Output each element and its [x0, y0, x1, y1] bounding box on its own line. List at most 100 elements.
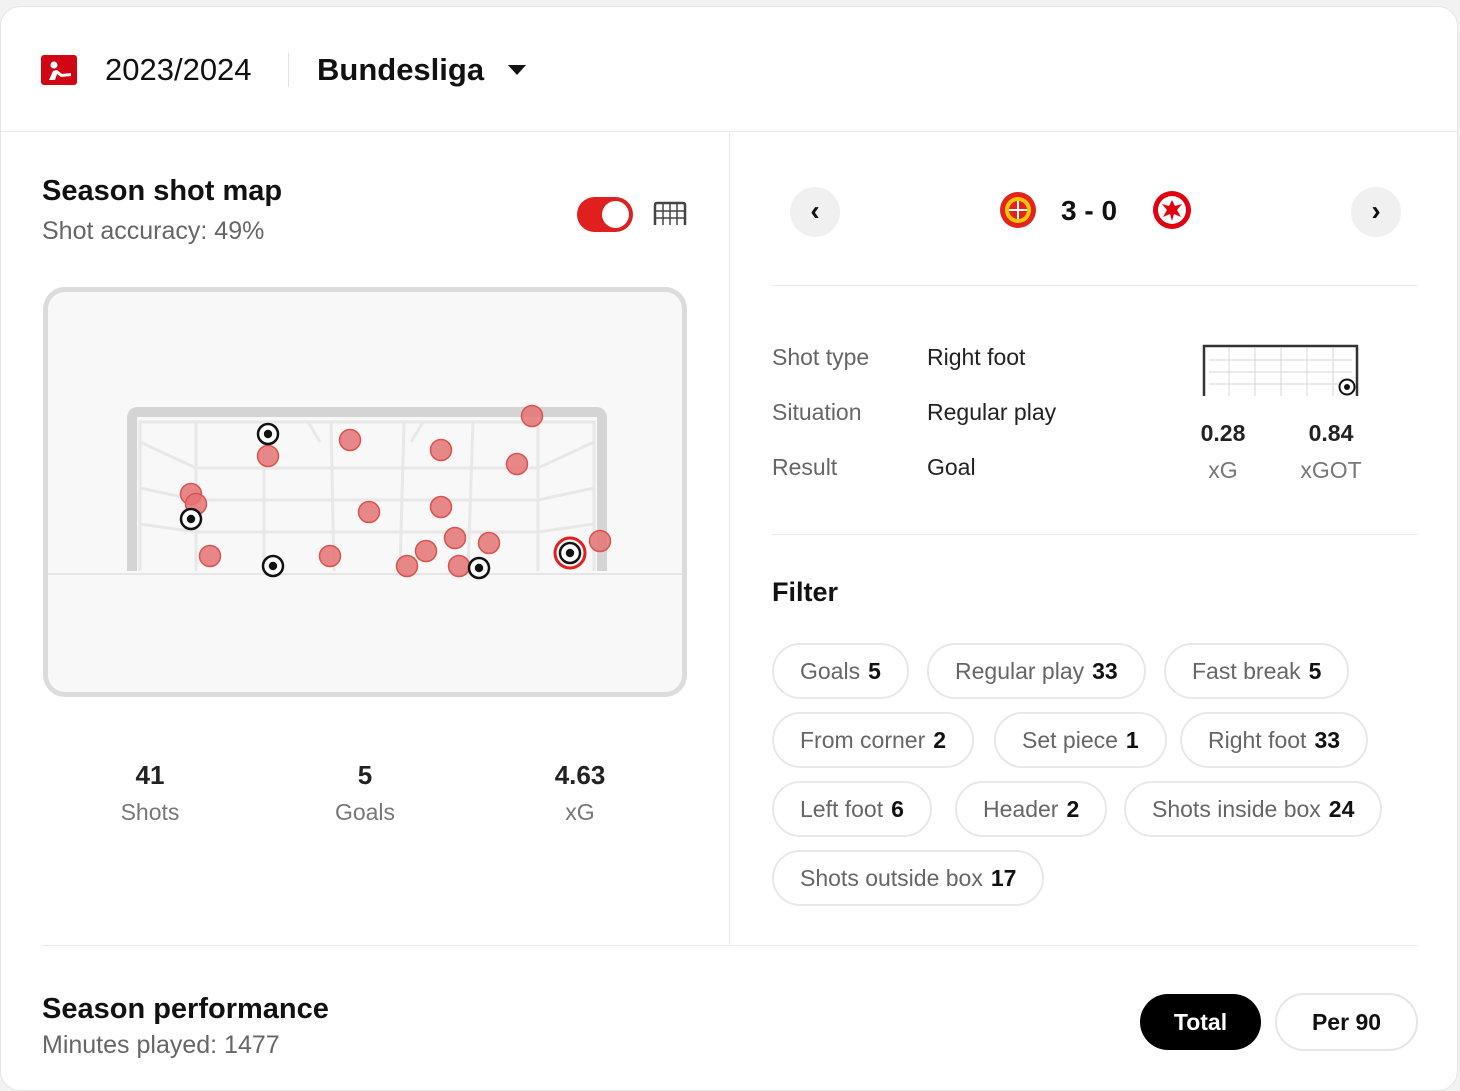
filter-chip-regular-play[interactable]: Regular play 33: [927, 643, 1146, 699]
header-divider: [288, 53, 289, 87]
player-shot-card: 2023/2024 Bundesliga Season shot map Sho…: [0, 6, 1458, 1091]
shot-marker: [520, 404, 544, 428]
shot-type-value: Right foot: [927, 344, 1026, 370]
shot-marker: [395, 554, 419, 578]
chip-label: Right foot: [1208, 727, 1307, 753]
bundesliga-logo-icon: [41, 55, 77, 85]
shot-marker: [429, 495, 453, 519]
shot-marker: [447, 554, 471, 578]
filter-chip-set-piece[interactable]: Set piece 1: [994, 712, 1167, 768]
shot-map-title: Season shot map: [42, 175, 283, 207]
ball-icon: [467, 556, 491, 580]
chip-label: Regular play: [955, 658, 1085, 684]
shot-marker: [338, 428, 362, 452]
filter-title: Filter: [772, 577, 839, 607]
mini-goal-icon: [1202, 344, 1359, 396]
chip-count: 2: [1066, 796, 1080, 822]
chip-label: Set piece: [1022, 727, 1118, 753]
filter-chip-shots-inside-box[interactable]: Shots inside box 24: [1124, 781, 1383, 837]
shot-marker: [414, 539, 438, 563]
ball-icon: [179, 507, 203, 531]
season-label[interactable]: 2023/2024: [105, 52, 252, 87]
stat-label: xG: [565, 799, 595, 825]
filter-chip-header[interactable]: Header 2: [955, 781, 1108, 837]
ball-icon: [1338, 378, 1356, 396]
shot-marker: [357, 500, 381, 524]
selected-shot-ring: [553, 536, 587, 570]
chip-label: Shots outside box: [800, 865, 983, 891]
shot-marker: [588, 529, 612, 553]
chip-count: 24: [1328, 796, 1355, 822]
stat-goals: 5 Goals: [295, 759, 435, 827]
filter-chip-from-corner[interactable]: From corner 2: [772, 712, 975, 768]
shot-map-canvas: [48, 404, 682, 580]
chip-count: 6: [891, 796, 904, 822]
xg-label: xG: [1208, 457, 1238, 483]
section-divider: [42, 945, 1418, 946]
chip-label: Shots inside box: [1152, 796, 1321, 822]
stat-label: Shots: [120, 799, 180, 825]
stat-label: Goals: [334, 799, 396, 825]
stat-shots: 41 Shots: [80, 759, 220, 827]
shot-marker: [477, 531, 501, 555]
shot-marker: [256, 444, 280, 468]
per-90-button[interactable]: Per 90: [1275, 993, 1418, 1051]
chip-label: Fast break: [1192, 658, 1301, 684]
season-performance-title: Season performance: [42, 993, 329, 1025]
total-button[interactable]: Total: [1140, 994, 1261, 1050]
situation-value: Regular play: [927, 399, 1057, 425]
chevron-left-icon: ‹: [810, 195, 820, 226]
league-selector[interactable]: Bundesliga: [317, 52, 485, 87]
next-match-button[interactable]: ›: [1351, 187, 1401, 237]
chevron-down-icon[interactable]: [508, 65, 526, 75]
shot-map-toggle[interactable]: [577, 197, 633, 232]
ball-icon: [256, 422, 280, 446]
chip-label: From corner: [800, 727, 926, 753]
chip-count: 2: [933, 727, 947, 753]
chip-count: 5: [1308, 658, 1322, 684]
shot-marker: [198, 544, 222, 568]
chip-count: 1: [1125, 727, 1139, 753]
chip-count: 17: [990, 865, 1017, 891]
shot-marker: [429, 438, 453, 462]
goal-markers: [179, 422, 582, 580]
xgot-value: 0.84: [1308, 420, 1354, 446]
goal-net-icon[interactable]: [652, 201, 688, 227]
filter-chip-left-foot[interactable]: Left foot 6: [772, 781, 932, 837]
match-score: 3 - 0: [1061, 195, 1118, 226]
filter-chip-right-foot[interactable]: Right foot 33: [1180, 712, 1369, 768]
filter-chip-fast-break[interactable]: Fast break 5: [1164, 643, 1350, 699]
stat-value: 5: [357, 760, 373, 790]
chip-count: 33: [1314, 727, 1341, 753]
shot-marker: [443, 526, 467, 550]
stat-value: 4.63: [554, 760, 606, 790]
chip-label: Left foot: [800, 796, 884, 822]
stat-value: 41: [135, 760, 165, 790]
shot-accuracy: Shot accuracy: 49%: [42, 217, 265, 245]
chevron-right-icon: ›: [1371, 195, 1381, 226]
chip-count: 33: [1092, 658, 1118, 684]
divider: [772, 285, 1418, 286]
ball-icon: [261, 554, 285, 578]
xg-value: 0.28: [1200, 420, 1246, 446]
chip-label: Header: [983, 796, 1059, 822]
xgot-label: xGOT: [1300, 457, 1362, 483]
chip-count: 5: [868, 658, 881, 684]
shot-marker: [318, 544, 342, 568]
shot-type-label: Shot type: [772, 344, 870, 370]
shot-marker: [505, 452, 529, 476]
filter-chip-goals[interactable]: Goals 5: [772, 643, 909, 699]
leverkusen-crest-icon: [997, 189, 1039, 231]
frankfurt-eagle-icon: [1151, 189, 1193, 231]
shot-map-pitch: [43, 287, 687, 697]
chip-label: Goals: [800, 658, 861, 684]
stat-xg: 4.63 xG: [510, 759, 650, 827]
divider: [772, 534, 1418, 535]
filter-chip-shots-outside-box[interactable]: Shots outside box 17: [772, 850, 1045, 906]
result-label: Result: [772, 454, 838, 480]
minutes-played: Minutes played: 1477: [42, 1031, 280, 1059]
prev-match-button[interactable]: ‹: [790, 187, 840, 237]
ball-icon: [558, 541, 582, 565]
toggle-knob: [602, 201, 629, 228]
situation-label: Situation: [772, 399, 862, 425]
